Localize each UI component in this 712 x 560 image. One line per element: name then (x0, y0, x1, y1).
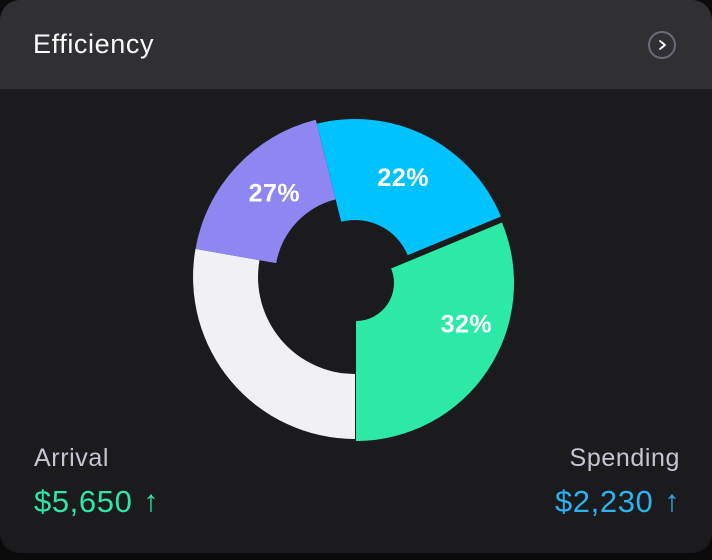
card-title: Efficiency (33, 29, 155, 59)
donut-slice-blue (316, 119, 501, 256)
stat-spending-amount: $2,230 (554, 483, 654, 519)
donut-slice-white (193, 248, 355, 439)
efficiency-donut-chart: 22% 32% 27% (193, 119, 515, 442)
slice-label-purple: 27% (249, 180, 301, 208)
card-header: Efficiency (0, 0, 712, 89)
stat-arrival-value: $5,650 ↑ (34, 483, 160, 519)
trend-up-icon: ↑ (143, 484, 160, 518)
stat-arrival-amount: $5,650 (34, 483, 133, 519)
slice-label-blue: 22% (377, 164, 429, 192)
trend-up-icon: ↑ (664, 484, 680, 518)
stat-arrival-label: Arrival (34, 444, 110, 472)
stat-spending-value: $2,230 ↑ (554, 483, 680, 519)
slice-label-green: 32% (441, 310, 493, 338)
expand-button[interactable] (648, 30, 676, 59)
donut-slice-green (356, 222, 515, 442)
chevron-right-icon (659, 39, 666, 50)
stat-spending-label: Spending (569, 444, 680, 472)
stat-arrival: Arrival $5,650 ↑ (34, 444, 159, 519)
donut-slice-purple (195, 119, 336, 264)
stat-spending: Spending $2,230 ↑ (555, 444, 680, 519)
